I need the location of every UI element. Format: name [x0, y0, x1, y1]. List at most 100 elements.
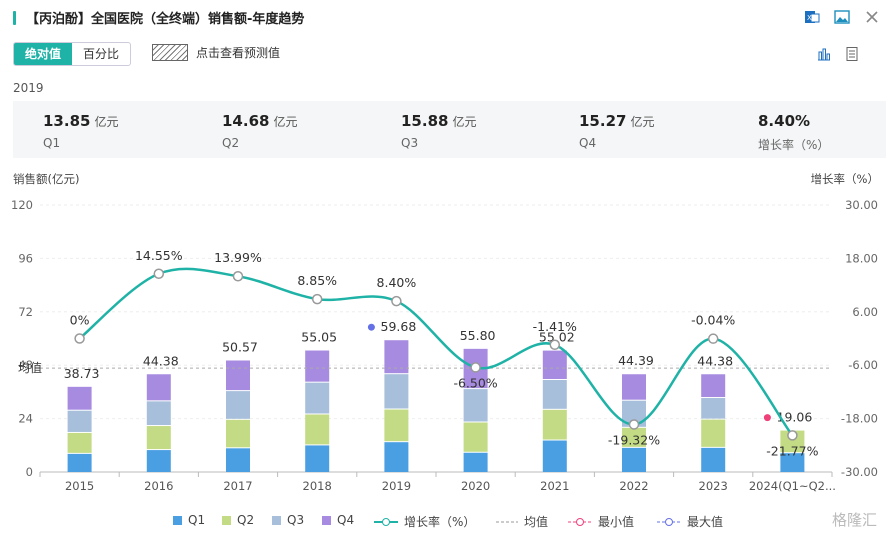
bar-q3 [305, 382, 330, 414]
growth-label: 0% [70, 313, 90, 328]
bar-total-label: 44.39 [618, 353, 654, 368]
bar-q3 [463, 389, 488, 422]
summary-item-q2: 14.68 亿元 Q2 [222, 111, 297, 150]
watermark: 格隆汇 [831, 511, 877, 529]
image-icon[interactable] [833, 8, 851, 26]
left-tick-label: 72 [18, 305, 33, 319]
legend-label: 增长率（%） [404, 515, 476, 529]
bar-total-label: 55.05 [301, 330, 337, 345]
bar-q3 [542, 379, 567, 409]
summary-unit: 亿元 [94, 115, 119, 129]
growth-point [549, 339, 561, 351]
bar-total-label: 38.73 [64, 366, 100, 381]
bar-q2 [780, 430, 805, 453]
bar-q4 [463, 348, 488, 389]
summary-item-growth: 8.40% 增长率（%） [758, 111, 829, 153]
bar-q1 [701, 447, 726, 472]
bar-q4 [701, 374, 726, 398]
chart-legend: Q1 Q2 Q3 Q4 增长率（%） 均值 最小值 最大值 [0, 511, 889, 531]
summary-unit: 亿元 [273, 115, 298, 129]
growth-point [311, 293, 323, 305]
summary-value: 8.40% [758, 112, 811, 130]
header: 【丙泊酚】全国医院（全终端）销售额-年度趋势 X [0, 0, 889, 36]
summary-value: 13.85 [43, 112, 91, 130]
mean-label: 均值 [18, 360, 42, 375]
bar-total-label: 44.38 [143, 353, 179, 368]
legend-item-max[interactable]: 最大值 [657, 513, 723, 530]
bar-q1 [146, 450, 171, 472]
legend-label: Q2 [237, 513, 255, 527]
bar-q2 [701, 419, 726, 447]
legend-item-q1[interactable]: Q1 [173, 513, 205, 527]
svg-text:X: X [807, 14, 812, 22]
legend-item-q2[interactable]: Q2 [222, 513, 254, 527]
bar-q4 [384, 340, 409, 374]
left-tick-label: 48 [18, 358, 33, 372]
right-tick-label: -30.00 [841, 465, 878, 479]
growth-point [707, 333, 719, 344]
bar-q1 [384, 442, 409, 472]
legend-item-q4[interactable]: Q4 [322, 513, 354, 527]
bar-q2 [463, 422, 488, 452]
growth-label: 8.85% [297, 273, 337, 288]
hatch-pattern-icon [152, 44, 188, 61]
bar-q2 [146, 426, 171, 450]
legend-label: 最大值 [687, 515, 724, 529]
summary-unit: 亿元 [630, 115, 655, 129]
x-tick-label: 2022 [619, 479, 648, 493]
legend-item-growth[interactable]: 增长率（%） [374, 513, 475, 530]
right-tick-label: -18.00 [841, 412, 878, 426]
x-tick-label: 2018 [303, 479, 332, 493]
table-icon[interactable] [843, 45, 861, 63]
summary-item-q3: 15.88 亿元 Q3 [401, 111, 476, 150]
bar-total-label: 50.57 [222, 339, 258, 354]
bar-q1 [780, 453, 805, 472]
legend-label: 均值 [524, 515, 549, 529]
legend-label: Q4 [337, 513, 355, 527]
growth-label: -1.41% [533, 319, 577, 334]
legend-item-min[interactable]: 最小值 [568, 513, 634, 530]
growth-point [391, 295, 402, 307]
bar-q1 [305, 445, 330, 472]
growth-label: -0.04% [691, 313, 735, 328]
bar-q4 [226, 360, 250, 391]
right-tick-label: 6.00 [852, 305, 878, 319]
left-tick-label: 0 [26, 465, 33, 479]
excel-icon[interactable]: X [803, 8, 821, 26]
left-tick-label: 120 [11, 198, 33, 212]
predict-toggle[interactable]: 点击查看预测值 [152, 44, 280, 61]
left-tick-label: 96 [18, 251, 33, 265]
summary-item-q1: 13.85 亿元 Q1 [43, 111, 118, 150]
percent-button[interactable]: 百分比 [83, 47, 120, 61]
bar-q3 [701, 398, 726, 419]
x-tick-label: 2024(Q1~Q2... [749, 479, 836, 493]
bar-total-label: 44.38 [697, 353, 733, 368]
growth-label: 14.55% [135, 248, 183, 263]
legend-item-mean[interactable]: 均值 [496, 513, 548, 530]
right-tick-label: -6.00 [848, 358, 878, 372]
bar-q4 [622, 374, 646, 400]
summary-value: 15.27 [579, 112, 627, 130]
growth-point [787, 430, 798, 441]
legend-label: 最小值 [598, 515, 635, 529]
growth-point [232, 270, 244, 282]
right-tick-label: 18.00 [845, 251, 878, 265]
bar-q3 [622, 400, 646, 427]
bar-chart-icon[interactable] [815, 45, 833, 63]
close-icon[interactable] [863, 8, 881, 26]
x-tick-label: 2021 [540, 479, 569, 493]
growth-point [470, 362, 481, 373]
bar-q4 [146, 374, 171, 401]
summary-label: Q1 [43, 136, 61, 150]
legend-item-q3[interactable]: Q3 [272, 513, 304, 527]
legend-label: Q1 [188, 513, 206, 527]
summary-label: Q3 [401, 136, 419, 150]
growth-point [628, 419, 640, 430]
bar-q3 [67, 410, 92, 432]
x-tick-label: 2019 [382, 479, 411, 493]
bar-total-label: 55.80 [460, 328, 496, 343]
absolute-button[interactable]: 绝对值 [14, 43, 73, 65]
growth-label: 13.99% [214, 250, 262, 265]
bar-q2 [384, 409, 409, 442]
bar-q3 [384, 374, 409, 409]
